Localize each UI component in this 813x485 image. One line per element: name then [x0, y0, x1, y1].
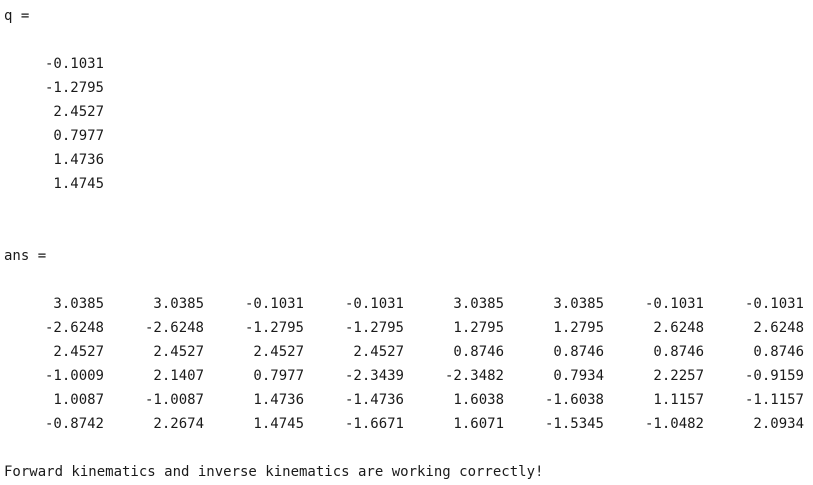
- matrix-cell: 0.8746: [653, 344, 704, 360]
- matrix-cell: -0.1031: [744, 296, 804, 312]
- matrix-cell: -2.6248: [144, 320, 204, 336]
- matrix-cell: 2.4527: [253, 344, 304, 360]
- matrix-cell: 1.4745: [253, 416, 304, 432]
- matrix-cell: 1.6038: [453, 392, 504, 408]
- matrix-cell: -0.9159: [744, 368, 804, 384]
- matrix-cell: 1.1157: [653, 392, 704, 408]
- matrix-cell: -0.8742: [44, 416, 104, 432]
- matrix-cell: 3.0385: [453, 296, 504, 312]
- matrix-cell: -1.2795: [244, 320, 304, 336]
- matrix-cell: -1.5345: [544, 416, 604, 432]
- matrix-cell: 1.0087: [53, 392, 104, 408]
- matrix-cell: 2.4527: [353, 344, 404, 360]
- matrix-cell: -1.4736: [344, 392, 404, 408]
- matrix-cell: -0.1031: [344, 296, 404, 312]
- matrix-cell: 3.0385: [53, 296, 104, 312]
- matrix-cell: 3.0385: [553, 296, 604, 312]
- matrix-cell: -1.6671: [344, 416, 404, 432]
- matrix-cell: 1.2795: [553, 320, 604, 336]
- matrix-cell: 2.0934: [753, 416, 804, 432]
- matrix-cell: -1.1157: [744, 392, 804, 408]
- matrix-cell: 1.4736: [253, 392, 304, 408]
- matrix-cell: 0.8746: [753, 344, 804, 360]
- matrix-cell: -2.3439: [344, 368, 404, 384]
- matrix-cell: -0.1031: [644, 296, 704, 312]
- matrix-cell: -1.2795: [344, 320, 404, 336]
- q-value: 1.4745: [53, 176, 104, 192]
- matrix-cell: -1.0482: [644, 416, 704, 432]
- q-value: -1.2795: [44, 80, 104, 96]
- matrix-cell: 1.2795: [453, 320, 504, 336]
- matrix-cell: -2.3482: [444, 368, 504, 384]
- matrix-cell: 1.6071: [453, 416, 504, 432]
- matrix-cell: -2.6248: [44, 320, 104, 336]
- matrix-cell: -1.6038: [544, 392, 604, 408]
- matrix-cell: 2.6248: [653, 320, 704, 336]
- matrix-cell: 2.1407: [153, 368, 204, 384]
- matrix-cell: -0.1031: [244, 296, 304, 312]
- matrix-cell: 0.7934: [553, 368, 604, 384]
- matrix-cell: 2.6248: [753, 320, 804, 336]
- matrix-cell: 3.0385: [153, 296, 204, 312]
- matrix-cell: -1.0009: [44, 368, 104, 384]
- matrix-cell: 0.8746: [453, 344, 504, 360]
- matrix-cell: 2.4527: [153, 344, 204, 360]
- ans-label: ans =: [4, 248, 47, 264]
- matrix-cell: 2.2257: [653, 368, 704, 384]
- matrix-cell: -1.0087: [144, 392, 204, 408]
- q-value: 2.4527: [53, 104, 104, 120]
- q-value: 1.4736: [53, 152, 104, 168]
- matrix-cell: 2.2674: [153, 416, 204, 432]
- q-value: 0.7977: [53, 128, 104, 144]
- matrix-cell: 0.8746: [553, 344, 604, 360]
- matrix-cell: 2.4527: [53, 344, 104, 360]
- status-message: Forward kinematics and inverse kinematic…: [4, 464, 544, 480]
- matrix-cell: 0.7977: [253, 368, 304, 384]
- q-label: q =: [4, 8, 30, 24]
- q-value: -0.1031: [44, 56, 104, 72]
